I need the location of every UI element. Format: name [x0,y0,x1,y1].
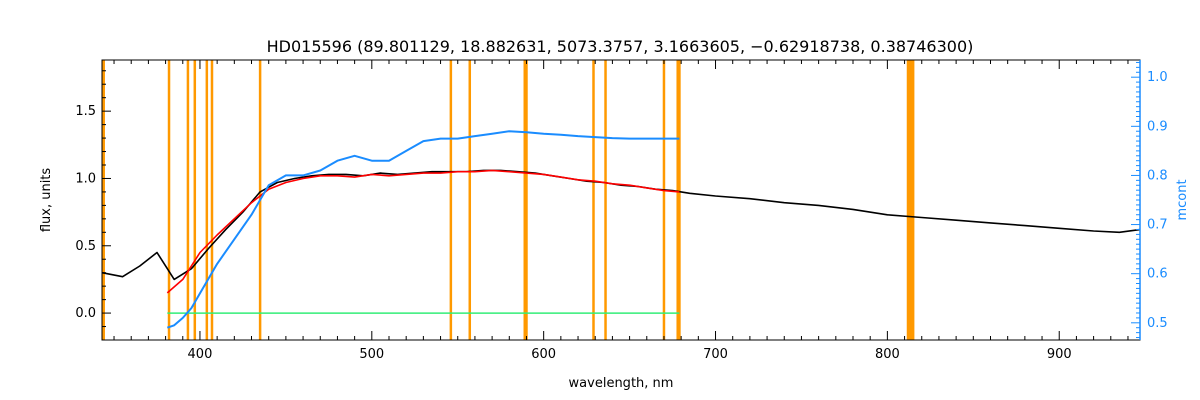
x-tick-label: 600 [531,347,556,362]
y-tick-label: 0.5 [75,239,96,254]
series-model-line [166,169,680,294]
y2-tick-label: 1.0 [1147,70,1168,85]
y-tick-label: 1.0 [75,171,96,186]
y2-tick-label: 0.8 [1147,168,1168,183]
y-tick-label: 0.0 [75,306,96,321]
y2-tick-label: 0.5 [1147,316,1168,331]
x-tick-label: 500 [359,347,384,362]
x-axis-label: wavelength, nm [569,376,674,391]
y2-tick-label: 0.6 [1147,267,1168,282]
series-observed-line [101,169,1141,281]
y-axis-label: flux, units [39,168,54,233]
mask-lines [102,60,915,340]
plot-frame [101,59,1141,341]
x-axis: 400 500 600 700 800 900 [113,60,1129,362]
chart-title: HD015596 (89.801129, 18.882631, 5073.375… [267,37,974,56]
y-tick-label: 1.5 [75,104,96,119]
y-axis-label-right: mcont [1175,179,1190,220]
y-axis-right: 0.5 0.6 0.7 0.8 0.9 1.0 [1131,60,1168,340]
data-series [101,130,1141,329]
x-tick-label: 400 [188,347,213,362]
y2-tick-label: 0.9 [1147,119,1168,134]
x-tick-label: 800 [875,347,900,362]
y2-tick-label: 0.7 [1147,218,1168,233]
y-axis-left: 0.0 0.5 1.0 1.5 [75,70,111,328]
x-tick-label: 700 [703,347,728,362]
series-continuum-line [166,130,680,329]
x-tick-label: 900 [1047,347,1072,362]
